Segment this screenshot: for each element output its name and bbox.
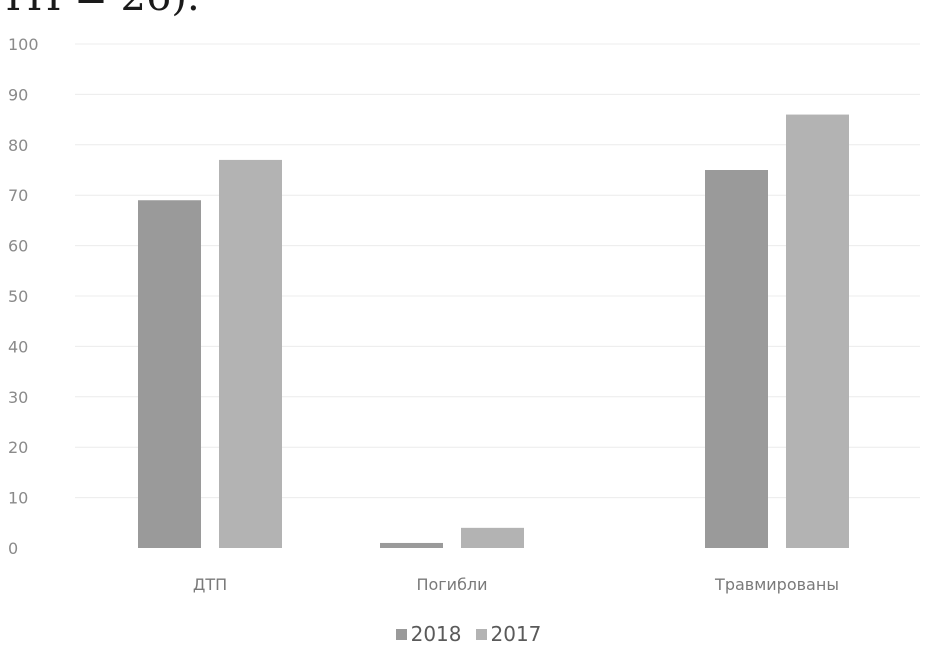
y-tick-label-100: 100 (8, 35, 39, 54)
legend-swatch-2017 (475, 628, 487, 640)
bar-2018-Травмированы (705, 170, 768, 548)
y-tick-label-20: 20 (8, 438, 28, 457)
y-tick-label-60: 60 (8, 237, 28, 256)
y-tick-label-0: 0 (8, 539, 18, 558)
category-label-1: Погибли (416, 575, 487, 594)
bar-2018-Погибли (380, 542, 443, 548)
category-label-0: ДТП (193, 575, 227, 594)
y-tick-label-90: 90 (8, 85, 28, 104)
y-tick-label-40: 40 (8, 337, 28, 356)
category-label-2: Травмированы (714, 575, 839, 594)
legend-item-2017: 2017 (475, 622, 542, 646)
chart-legend: 2018 2017 (0, 622, 937, 646)
bar-2018-ДТП (138, 200, 201, 549)
y-tick-label-30: 30 (8, 388, 28, 407)
bar-2017-Погибли (461, 527, 524, 548)
bar-chart: 0 10 20 30 40 50 60 70 80 90 100 ДТП Погибли Травмиро… (8, 35, 920, 594)
y-tick-label-10: 10 (8, 489, 28, 508)
cropped-document-text: ТП = 26). (0, 0, 200, 20)
y-tick-label-80: 80 (8, 136, 28, 155)
bar-2017-ДТП (219, 159, 282, 549)
y-tick-label-50: 50 (8, 287, 28, 306)
bar-2017-Травмированы (786, 114, 849, 548)
legend-label-2017: 2017 (490, 622, 542, 646)
legend-item-2018: 2018 (395, 622, 462, 646)
legend-label-2018: 2018 (410, 622, 462, 646)
y-tick-label-70: 70 (8, 186, 28, 205)
legend-swatch-2018 (395, 628, 407, 640)
